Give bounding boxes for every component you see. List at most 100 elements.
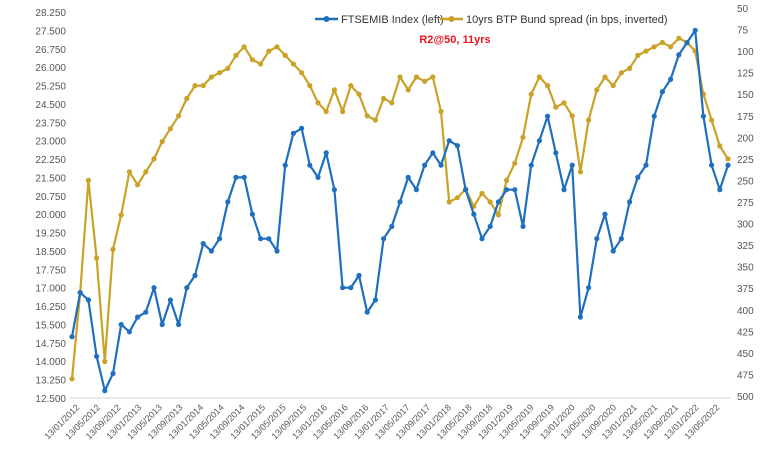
ftsemib-point — [397, 199, 403, 205]
btp-spread-point — [561, 100, 567, 106]
left-axis-tick-label: 26.000 — [35, 63, 66, 74]
left-axis-tick-label: 21.500 — [35, 173, 66, 184]
right-axis-tick-label: 350 — [737, 263, 754, 274]
btp-spread-point — [290, 61, 296, 67]
left-axis-tick-label: 14.000 — [35, 357, 66, 368]
left-axis-tick-label: 23.750 — [35, 118, 66, 129]
ftsemib-point — [241, 174, 247, 180]
ftsemib-point — [192, 272, 198, 279]
btp-spread-point — [372, 117, 378, 123]
btp-spread-point — [126, 169, 132, 175]
left-axis-tick-label: 17.000 — [35, 284, 66, 295]
btp-spread-point — [676, 35, 682, 41]
right-axis-tick-label: 175 — [737, 112, 754, 123]
btp-spread-point — [651, 44, 657, 50]
legend: FTSEMIB Index (left) 10yrs BTP Bund spre… — [315, 14, 668, 26]
btp-spread-point — [545, 83, 551, 89]
btp-spread-point — [200, 83, 206, 89]
btp-spread-point — [512, 160, 518, 166]
btp-spread-point — [258, 61, 264, 67]
ftsemib-point — [274, 248, 280, 254]
ftsemib-point — [512, 187, 518, 193]
btp-spread-point — [528, 91, 534, 97]
ftsemib-point — [364, 309, 370, 315]
btp-spread-point — [266, 48, 272, 54]
btp-spread-point — [225, 65, 231, 71]
btp-spread-point — [143, 169, 149, 175]
ftsemib-point — [217, 236, 223, 242]
btp-spread-point — [217, 70, 223, 76]
btp-spread-point — [553, 104, 559, 110]
btp-spread-point — [422, 78, 428, 84]
ftsemib-point — [77, 290, 83, 296]
btp-spread-point — [381, 95, 387, 102]
ftsemib-point — [659, 89, 666, 95]
ftsemib-point — [717, 187, 723, 193]
ftsemib-point — [389, 223, 395, 229]
right-axis-tick-label: 450 — [737, 349, 754, 360]
ftsemib-point — [651, 113, 657, 119]
ftsemib-point — [610, 248, 616, 254]
btp-spread-point — [331, 87, 337, 93]
ftsemib-point — [348, 285, 354, 291]
ftsemib-point — [118, 321, 124, 328]
btp-spread-point — [725, 156, 731, 162]
btp-spread-point — [717, 143, 723, 149]
right-axis-tick-label: 250 — [737, 176, 754, 187]
btp-spread-point — [151, 156, 157, 162]
ftsemib-point — [635, 174, 641, 180]
ftsemib-point — [422, 162, 428, 168]
right-axis-tick-label: 325 — [737, 241, 754, 252]
ftsemib-point — [692, 27, 698, 33]
left-axis-tick-label: 13.250 — [35, 376, 66, 387]
left-axis-tick-label: 16.250 — [35, 302, 66, 313]
left-axis-tick-label: 27.500 — [35, 26, 66, 37]
ftsemib-point — [446, 138, 452, 144]
left-axis-tick-label: 14.750 — [35, 339, 66, 350]
right-axis-tick-label: 225 — [737, 155, 754, 166]
btp-spread-point — [627, 65, 633, 71]
ftsemib-point — [258, 236, 264, 242]
right-axis-tick-label: 400 — [737, 306, 754, 317]
left-axis-ticks: 12.500 13.250 14.000 14.750 15.500 16.250 17.0… — [35, 8, 66, 405]
btp-spread-point — [618, 70, 625, 76]
btp-spread-point — [299, 70, 305, 76]
right-axis-tick-label: 125 — [737, 69, 754, 80]
ftsemib-point — [561, 187, 567, 193]
legend-label-btp-spread: 10yrs BTP Bund spread (in bps, inverted) — [466, 14, 668, 26]
btp-spread-point — [536, 74, 543, 80]
ftsemib-point — [356, 272, 362, 279]
btp-spread-point — [192, 83, 198, 89]
right-axis-tick-label: 425 — [737, 327, 754, 338]
legend-marker-ftsemib — [323, 16, 330, 22]
ftsemib-point — [282, 162, 288, 168]
btp-spread-point — [135, 182, 141, 188]
ftsemib-point — [545, 113, 551, 119]
ftsemib-point — [569, 162, 575, 168]
btp-spread-point — [610, 83, 616, 89]
legend-marker-btp-spread — [448, 16, 455, 22]
ftsemib-point — [487, 223, 493, 229]
ftsemib-point — [528, 162, 534, 168]
btp-spread-point — [413, 74, 419, 80]
right-axis-tick-label: 150 — [737, 90, 754, 101]
left-axis-tick-label: 20.000 — [35, 210, 66, 221]
ftsemib-point — [536, 138, 543, 144]
btp-spread-point — [348, 83, 354, 89]
ftsemib-point — [495, 199, 501, 205]
btp-spread-point — [85, 177, 91, 183]
ftsemib-point — [668, 76, 674, 82]
btp-spread-point — [709, 117, 715, 123]
ftsemib-point — [102, 388, 108, 394]
btp-spread-point — [594, 87, 600, 93]
right-axis-tick-label: 100 — [737, 47, 754, 58]
ftsemib-point — [299, 125, 305, 131]
btp-spread-point — [602, 74, 608, 80]
btp-spread-point — [282, 52, 288, 59]
ftsemib-point — [307, 162, 313, 168]
btp-spread-point — [249, 57, 255, 63]
btp-spread-point — [323, 108, 329, 115]
left-axis-tick-label: 22.250 — [35, 155, 66, 166]
btp-spread-point — [495, 212, 501, 218]
